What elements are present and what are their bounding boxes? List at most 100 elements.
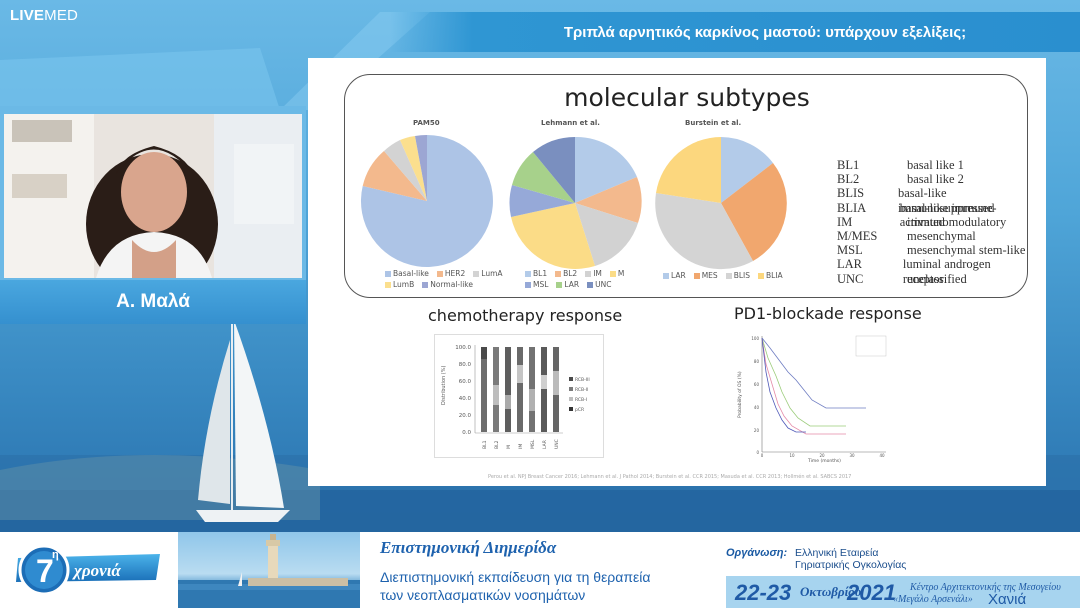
slide-references: Perou et al. NPJ Breast Cancer 2016; Leh… (488, 474, 852, 480)
event-title: Επιστημονική Διημερίδα (380, 538, 557, 557)
panel-title: molecular subtypes (564, 83, 810, 112)
venue-line2: «Μεγάλο Αρσενάλι» (893, 594, 973, 605)
abbreviation-row: LAR luminal androgen receptor (837, 257, 991, 286)
badge-sup: η (52, 549, 59, 561)
chemo-ytick: 0.0 (462, 430, 471, 436)
legend-item: LAR (556, 280, 579, 289)
legend-lehmann: BL1 BL2 IM M MSL LAR UNC (525, 269, 635, 289)
legend-item: LumB (385, 280, 414, 289)
date-venue-bar (726, 576, 1080, 608)
pie-lehmann (509, 136, 642, 269)
legend-item: IM (585, 269, 602, 278)
subtype-abbreviation-table: BL1 basal like 1 BL2 basal like 2 BLIS basa… (837, 158, 1027, 286)
molecular-subtypes-panel: molecular subtypes PAM50 Lehmann et al. … (344, 74, 1028, 298)
chemo-xtick: IM (518, 444, 524, 449)
event-days: 22-23 (735, 580, 792, 605)
chemo-xtick: UNC (554, 439, 560, 449)
event-year: 2021 (847, 580, 896, 605)
event-subtitle-line1: Διεπιστημονική εκπαίδευση για τη θεραπεί… (380, 569, 651, 585)
abbreviation-row: BLIA basal-like immune-activated (837, 200, 997, 229)
legend-burstein: LAR MES BLIS BLIA (663, 271, 793, 280)
legend-item: HER2 (436, 269, 465, 278)
organizer-name: Ελληνική Εταιρεία Γηριατρικής Ογκολογίας (795, 547, 906, 571)
badge-graphic: 7 η χρονιά (16, 544, 160, 596)
pd1-xtick: 40 (879, 453, 885, 458)
chemo-chart-svg: 100.0 80.0 60.0 40.0 20.0 0.0 Distributi… (441, 345, 590, 449)
pd1-ytick: 60 (754, 382, 760, 387)
venue-line1: Κέντρο Αρχιτεκτονικής της Μεσογείου (910, 582, 1061, 593)
event-footer-banner: 7 η χρονιά Επιστημονική Διημερίδα Διεπισ… (0, 532, 1080, 608)
pd1-ytick: 20 (754, 428, 760, 433)
pd1-ytick: 40 (754, 405, 760, 410)
abbreviation-row: IM immunomodulatory (837, 214, 1007, 229)
chemo-bars (481, 347, 559, 432)
legend-item: BL2 (555, 269, 577, 278)
chemo-xtick: M (506, 445, 512, 449)
pd1-ytick: 0 (756, 450, 759, 455)
organizer-line1: Ελληνική Εταιρεία (795, 547, 879, 559)
event-subtitle: Διεπιστημονική εκπαίδευση για τη θεραπεί… (380, 568, 650, 604)
pd1-xtick: 10 (789, 453, 795, 458)
chemo-xtick: BL2 (494, 440, 500, 449)
presentation-slide: molecular subtypes PAM50 Lehmann et al. … (308, 58, 1046, 486)
seventh-year-badge: 7 η χρονιά (0, 532, 178, 608)
lighthouse-illustration (178, 534, 360, 608)
logo-bold-text: LIVE (10, 7, 45, 24)
legend-item: BLIA (757, 271, 783, 280)
organizer-label: Οργάνωση: (726, 547, 788, 559)
chemo-xtick: LAR (542, 440, 548, 449)
pd1-xtick: 20 (819, 453, 825, 458)
legend-item: BLIS (725, 271, 750, 280)
abbreviation-row: BLIS basal-like immunosuppressed (837, 186, 995, 215)
subtype-pie-charts (360, 134, 787, 270)
pd1-response-title: PD1-blockade response (734, 304, 922, 323)
chemo-ytick: 100.0 (455, 345, 471, 351)
abbreviation-row: MSL mesenchymal stem-like (837, 243, 1026, 258)
chemo-ytick: 80.0 (459, 362, 472, 368)
speaker-name-bar: Α. Μαλά (0, 280, 306, 324)
legend-item: MSL (525, 280, 548, 289)
chemo-ytick: 40.0 (459, 396, 472, 402)
chemo-legend-item: RCB-III (575, 377, 590, 383)
pie-burstein (655, 137, 787, 270)
abbreviation-row: BL1 basal like 1 (837, 158, 964, 172)
pd1-xlabel: Time (months) (807, 458, 841, 464)
pd1-ytick: 100 (751, 336, 759, 341)
legend-item: UNC (587, 280, 611, 289)
chemo-legend-item: RCB-I (575, 397, 587, 403)
abbreviation-row: UNC unclassified (837, 271, 967, 286)
livemed-logo: LIVEMED (10, 7, 78, 24)
venue-city: Χανιά (988, 591, 1027, 608)
speaker-video-image (4, 114, 302, 278)
event-month: Οκτωβρίου (800, 584, 862, 599)
pd1-chart-svg: Probability of OS (%) Time (months) 100 … (737, 335, 887, 464)
legend-item: LAR (663, 271, 686, 280)
chemo-legend-item: pCR (575, 407, 584, 413)
legend-pam50: Basal-like HER2 LumA LumB Normal-like (385, 269, 509, 289)
badge-word: χρονιά (72, 561, 121, 580)
badge-number: 7 (36, 553, 54, 589)
legend-item: M (609, 269, 624, 278)
pie-label-burstein: Burstein et al. (685, 119, 742, 127)
abbreviation-row: BL2 basal like 2 (837, 172, 964, 187)
chania-lighthouse-photo (178, 532, 360, 608)
chemo-legend-item: RCB-II (575, 387, 588, 393)
logo-thin-text: MED (44, 7, 79, 24)
legend-item: Normal-like (422, 280, 473, 289)
legend-item: MES (693, 271, 718, 280)
pie-pam50 (360, 134, 493, 267)
legend-item: BL1 (525, 269, 547, 278)
chemo-ytick: 20.0 (459, 413, 472, 419)
pd1-survival-chart: Probability of OS (%) Time (months) 100 … (736, 328, 896, 466)
pd1-xtick: 0 (761, 453, 764, 458)
chemo-xtick: BL1 (482, 440, 488, 449)
organizer-line2: Γηριατρικής Ογκολογίας (795, 559, 907, 571)
chemotherapy-bar-chart: 100.0 80.0 60.0 40.0 20.0 0.0 Distributi… (434, 334, 604, 458)
abbreviation-row: M/MES mesenchymal (837, 228, 976, 243)
legend-item: Basal-like (385, 269, 429, 278)
speaker-video[interactable] (4, 114, 302, 278)
chemo-ylabel: Distribution (%) (441, 366, 447, 405)
session-title-bar: Τριπλά αρνητικός καρκίνος μαστού: υπάρχο… (390, 12, 1080, 52)
chemo-ytick: 60.0 (459, 379, 472, 385)
pie-label-lehmann: Lehmann et al. (541, 119, 600, 127)
